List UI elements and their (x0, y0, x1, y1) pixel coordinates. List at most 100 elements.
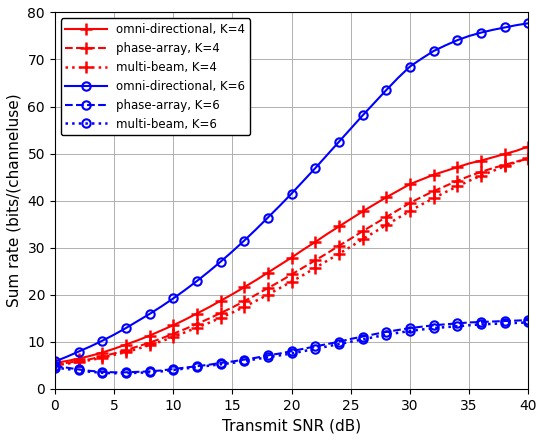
phase-array, K=6 (111, 370, 118, 375)
multi-beam, K=6 (99, 370, 106, 375)
omni-directional, K=4 (371, 202, 378, 207)
multi-beam, K=6 (348, 339, 354, 345)
omni-directional, K=6 (64, 354, 70, 359)
phase-array, K=6 (182, 365, 188, 370)
omni-directional, K=6 (336, 139, 342, 144)
omni-directional, K=4 (525, 144, 531, 149)
phase-array, K=4 (111, 351, 118, 356)
omni-directional, K=4 (513, 148, 520, 154)
omni-directional, K=6 (454, 37, 461, 43)
phase-array, K=6 (300, 346, 307, 352)
phase-array, K=6 (324, 341, 330, 347)
phase-array, K=4 (241, 299, 248, 304)
multi-beam, K=4 (146, 342, 153, 348)
multi-beam, K=4 (442, 190, 449, 195)
omni-directional, K=6 (371, 100, 378, 106)
multi-beam, K=6 (490, 321, 496, 326)
multi-beam, K=4 (525, 156, 531, 161)
omni-directional, K=4 (466, 161, 472, 166)
omni-directional, K=4 (395, 188, 401, 193)
omni-directional, K=6 (513, 22, 520, 28)
multi-beam, K=4 (407, 208, 413, 213)
phase-array, K=6 (206, 362, 212, 367)
multi-beam, K=6 (206, 363, 212, 368)
omni-directional, K=6 (442, 43, 449, 48)
phase-array, K=6 (312, 344, 319, 349)
multi-beam, K=4 (418, 202, 425, 207)
omni-directional, K=4 (490, 155, 496, 160)
omni-directional, K=6 (490, 27, 496, 33)
omni-directional, K=4 (170, 323, 176, 328)
omni-directional, K=6 (407, 64, 413, 69)
Line: omni-directional, K=6: omni-directional, K=6 (51, 19, 533, 366)
omni-directional, K=4 (336, 224, 342, 229)
phase-array, K=4 (170, 331, 176, 336)
omni-directional, K=6 (52, 359, 58, 364)
multi-beam, K=4 (253, 298, 259, 304)
multi-beam, K=6 (466, 323, 472, 328)
Line: multi-beam, K=4: multi-beam, K=4 (48, 152, 535, 371)
multi-beam, K=6 (525, 320, 531, 325)
multi-beam, K=4 (454, 184, 461, 189)
omni-directional, K=4 (264, 270, 271, 275)
omni-directional, K=6 (134, 319, 141, 324)
phase-array, K=6 (478, 319, 484, 325)
phase-array, K=4 (395, 207, 401, 213)
phase-array, K=4 (253, 292, 259, 297)
multi-beam, K=6 (52, 365, 58, 370)
multi-beam, K=6 (194, 364, 200, 370)
multi-beam, K=4 (336, 251, 342, 257)
omni-directional, K=4 (253, 278, 259, 283)
multi-beam, K=4 (348, 244, 354, 249)
multi-beam, K=6 (75, 368, 82, 373)
omni-directional, K=6 (276, 203, 283, 209)
omni-directional, K=4 (454, 165, 461, 170)
omni-directional, K=4 (146, 333, 153, 338)
phase-array, K=6 (264, 353, 271, 358)
multi-beam, K=4 (194, 325, 200, 330)
phase-array, K=6 (75, 367, 82, 372)
multi-beam, K=6 (371, 334, 378, 340)
phase-array, K=4 (52, 362, 58, 367)
phase-array, K=4 (276, 279, 283, 284)
multi-beam, K=6 (122, 370, 129, 376)
multi-beam, K=6 (383, 332, 390, 337)
phase-array, K=4 (383, 214, 390, 220)
omni-directional, K=4 (360, 209, 366, 214)
omni-directional, K=6 (182, 287, 188, 293)
phase-array, K=4 (146, 340, 153, 345)
multi-beam, K=6 (146, 370, 153, 375)
multi-beam, K=6 (513, 320, 520, 326)
multi-beam, K=6 (454, 323, 461, 329)
omni-directional, K=4 (312, 239, 319, 245)
omni-directional, K=6 (122, 326, 129, 331)
phase-array, K=4 (336, 243, 342, 249)
omni-directional, K=4 (300, 247, 307, 252)
omni-directional, K=4 (158, 328, 165, 333)
omni-directional, K=4 (478, 158, 484, 163)
phase-array, K=6 (229, 359, 236, 364)
multi-beam, K=6 (264, 355, 271, 360)
phase-array, K=4 (158, 336, 165, 341)
Y-axis label: Sum rate (bits/(channeluse): Sum rate (bits/(channeluse) (7, 94, 22, 308)
phase-array, K=6 (158, 368, 165, 373)
phase-array, K=4 (134, 344, 141, 349)
phase-array, K=6 (241, 357, 248, 362)
omni-directional, K=4 (288, 255, 295, 260)
omni-directional, K=4 (111, 346, 118, 352)
phase-array, K=6 (395, 327, 401, 333)
phase-array, K=6 (170, 367, 176, 372)
omni-directional, K=4 (64, 359, 70, 364)
Line: multi-beam, K=6: multi-beam, K=6 (51, 318, 533, 378)
phase-array, K=6 (466, 320, 472, 325)
omni-directional, K=6 (478, 30, 484, 35)
omni-directional, K=4 (442, 169, 449, 174)
multi-beam, K=4 (466, 178, 472, 183)
phase-array, K=4 (64, 360, 70, 366)
phase-array, K=4 (454, 178, 461, 183)
multi-beam, K=6 (312, 346, 319, 352)
omni-directional, K=4 (217, 298, 224, 304)
multi-beam, K=4 (217, 315, 224, 320)
multi-beam, K=4 (170, 334, 176, 340)
omni-directional, K=4 (99, 350, 106, 355)
